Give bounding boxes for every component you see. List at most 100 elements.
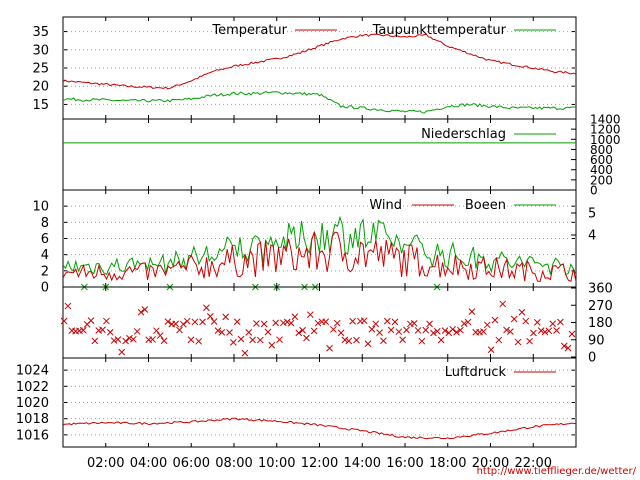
temperature-tick-label: 25 (32, 62, 49, 77)
legend-wind-label: Wind (369, 198, 402, 213)
direction-tick-label: 0 (588, 351, 596, 366)
direction-point (277, 337, 283, 343)
temperature-tick-label: 30 (32, 43, 49, 58)
x-tick-label: 14:00 (344, 456, 381, 471)
direction-point (361, 318, 367, 324)
direction-point (150, 336, 156, 342)
direction-point (469, 309, 475, 315)
direction-tick-label: 90 (588, 333, 605, 348)
pressure-tick-label: 1018 (16, 412, 49, 427)
wind-tick-label: 8 (41, 216, 49, 231)
direction-point (265, 329, 271, 335)
temperature-line (63, 34, 576, 89)
direction-point (511, 316, 517, 322)
direction-point (377, 330, 383, 336)
direction-point (211, 319, 217, 325)
source-url: http://www.tiefflieger.de/wetter/ (477, 466, 637, 477)
direction-point (334, 320, 340, 326)
direction-point (119, 349, 125, 355)
legend-taupunkt-label: Taupunkttemperatur (372, 23, 507, 38)
direction-point (554, 328, 560, 334)
wind-tick-label: 4 (41, 248, 49, 263)
x-tick-label: 16:00 (386, 456, 423, 471)
direction-point (480, 329, 486, 335)
direction-point (388, 327, 394, 333)
direction-point (184, 318, 190, 324)
x-tick-label: 08:00 (215, 456, 252, 471)
direction-point (303, 335, 309, 341)
direction-point (330, 326, 336, 332)
direction-point (296, 330, 302, 336)
direction-point (192, 319, 198, 325)
direction-point (257, 337, 263, 343)
direction-point (253, 320, 259, 326)
direction-point (384, 318, 390, 324)
direction-point (273, 320, 279, 326)
direction-point (161, 338, 167, 344)
direction-point (292, 314, 298, 320)
direction-point (403, 327, 409, 333)
direction-point (207, 313, 213, 319)
direction-point (180, 321, 186, 327)
direction-point (153, 328, 159, 334)
direction-point (350, 318, 356, 324)
pressure-tick-label: 1016 (16, 428, 49, 443)
direction-tick-label: 180 (588, 316, 613, 331)
direction-point (300, 327, 306, 333)
direction-point (100, 327, 106, 333)
direction-point (223, 314, 229, 320)
direction-point (138, 309, 144, 315)
direction-point (534, 319, 540, 325)
direction-point (427, 321, 433, 327)
gust-line (63, 218, 576, 275)
temperature-tick-label: 35 (32, 25, 49, 40)
direction-point (242, 350, 248, 356)
direction-point (80, 327, 86, 333)
direction-point (569, 331, 575, 337)
temperature-tick-label: 20 (32, 80, 49, 95)
direction-point (492, 317, 498, 323)
direction-point (380, 338, 386, 344)
direction-point (550, 321, 556, 327)
wind-tick-label: 2 (41, 264, 49, 279)
legend-niederschlag-label: Niederschlag (421, 127, 506, 142)
direction-point (527, 338, 533, 344)
dewpoint-line (63, 92, 576, 113)
wind-beaufort-label: 5 (588, 207, 596, 222)
x-tick-label: 04:00 (130, 456, 167, 471)
direction-point (419, 338, 425, 344)
direction-point (246, 329, 252, 335)
legend-luftdruck-label: Luftdruck (445, 365, 507, 380)
direction-point (530, 330, 536, 336)
temperature-tick-label: 15 (32, 98, 49, 113)
direction-point (188, 337, 194, 343)
pressure-line (63, 418, 576, 438)
direction-tick-label: 360 (588, 282, 613, 297)
direction-point (484, 322, 490, 328)
direction-point (311, 328, 317, 334)
direction-point (523, 318, 529, 324)
direction-point (250, 337, 256, 343)
direction-point (142, 306, 148, 312)
panel-frame-4 (63, 287, 576, 358)
direction-point (173, 321, 179, 327)
direction-point (234, 319, 240, 325)
x-tick-label: 10:00 (258, 456, 295, 471)
direction-point (353, 337, 359, 343)
direction-point (557, 319, 563, 325)
direction-tick-label: 270 (588, 299, 613, 314)
direction-point (392, 319, 398, 325)
pressure-tick-label: 1022 (16, 380, 49, 395)
precipitation-tick-label: 0 (590, 184, 598, 198)
direction-point (411, 320, 417, 326)
direction-point (92, 338, 98, 344)
direction-point (196, 338, 202, 344)
direction-point (338, 330, 344, 336)
direction-point (203, 305, 209, 311)
direction-point (450, 326, 456, 332)
direction-point (488, 347, 494, 353)
direction-point (327, 345, 333, 351)
direction-point (227, 330, 233, 336)
